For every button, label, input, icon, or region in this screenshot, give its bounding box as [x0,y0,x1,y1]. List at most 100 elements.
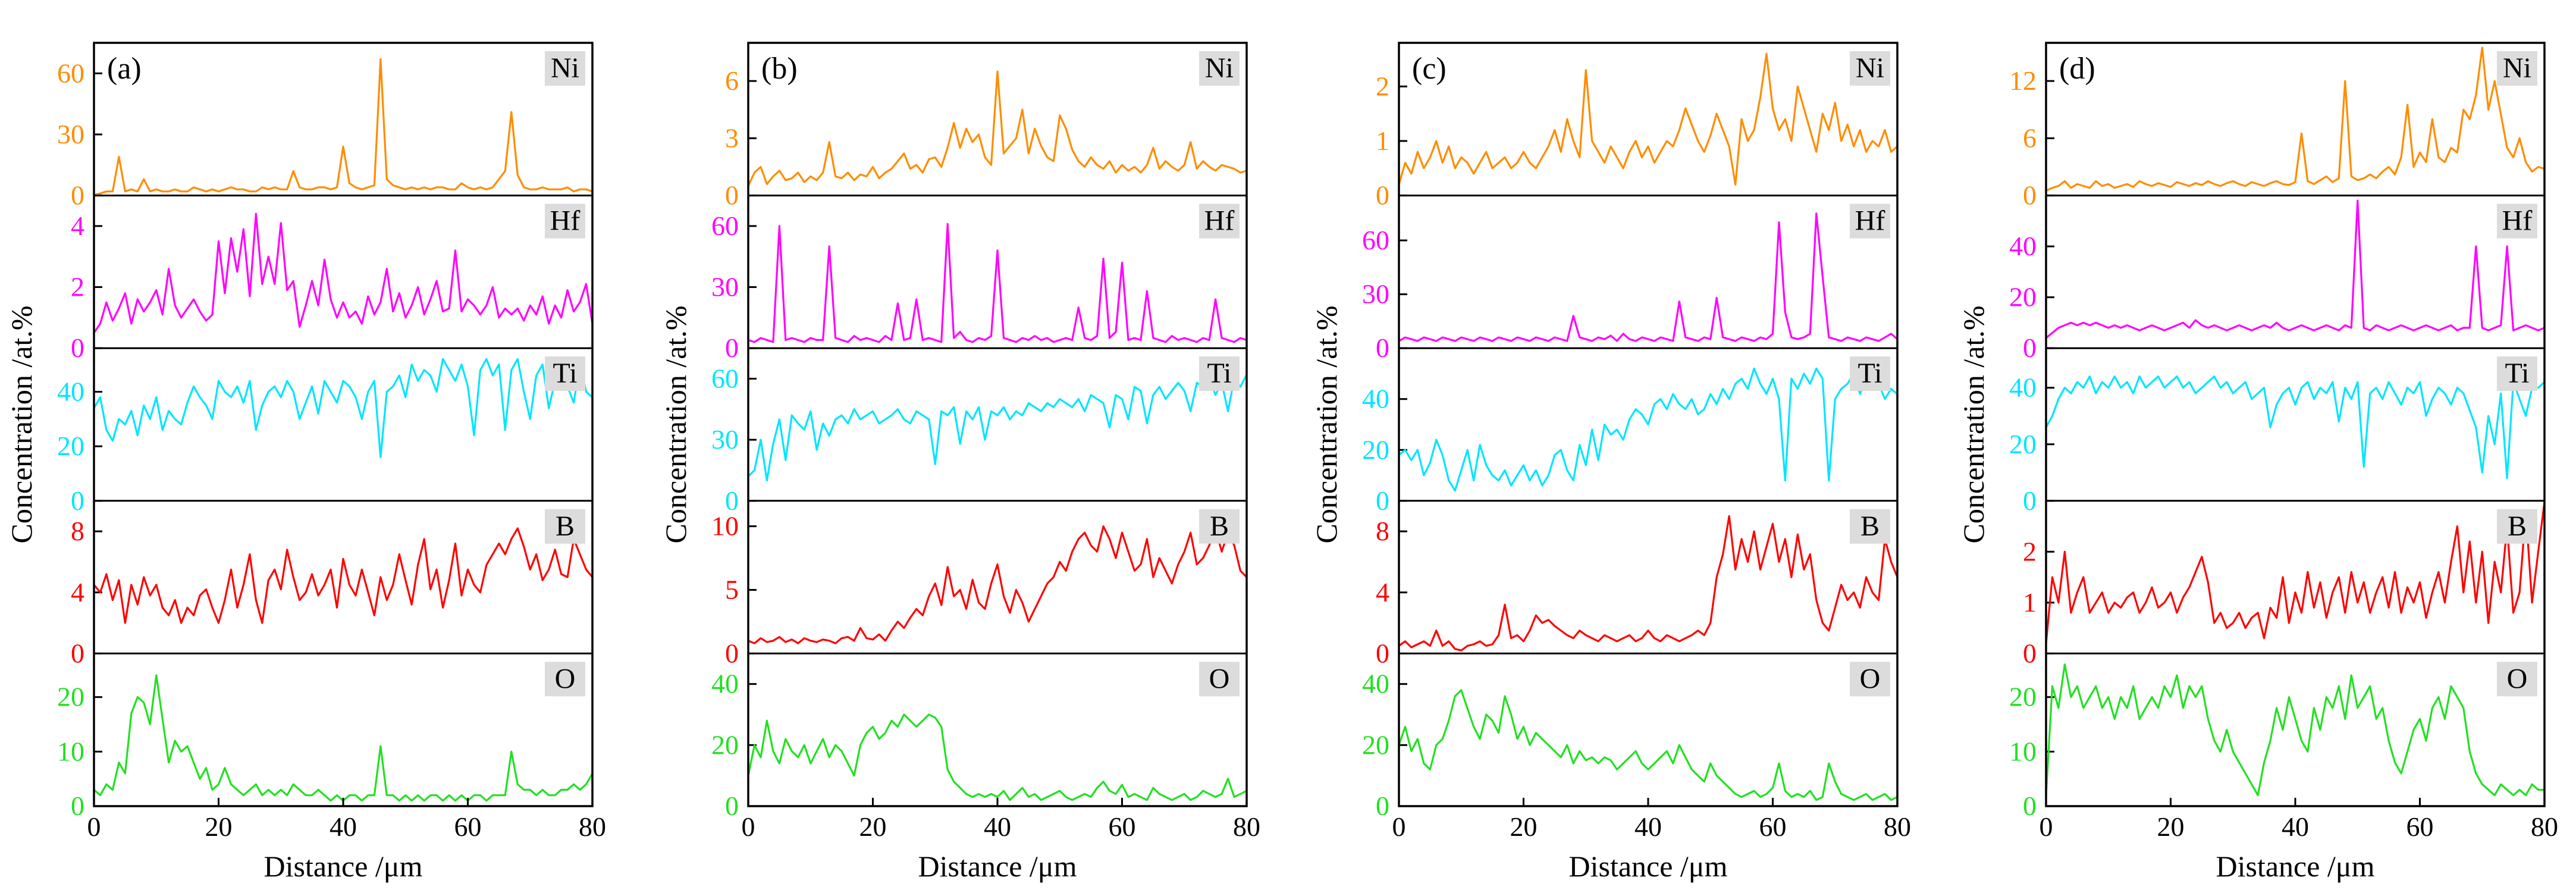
x-tick-label: 20 [1510,811,1538,842]
row-ti: 0 20 40 Ti [1362,356,1899,516]
panel-label: (d) [2059,52,2095,86]
element-label-box [2497,356,2537,391]
y-tick-label: 0 [725,485,739,516]
x-tick-label: 40 [2282,811,2309,842]
y-tick-label: 1 [1376,126,1389,156]
x-tick-label: 40 [1634,811,1662,842]
element-label-box [2497,509,2537,544]
series-line-hf [748,223,1247,343]
series-line-b [2045,502,2546,644]
y-tick-label: 0 [725,791,739,821]
y-tick-label: 0 [71,791,84,821]
y-tick-label: 10 [57,736,84,766]
element-label: Hf [1855,205,1885,237]
y-tick-label: 0 [2023,180,2037,211]
y-tick-label: 0 [71,180,84,211]
y-tick-label: 0 [725,638,739,668]
series-line-ni [93,58,593,196]
y-tick-label: 60 [1362,225,1389,255]
element-label-box [1850,203,1890,239]
x-axis-title: Distance /μm [1568,850,1727,883]
element-label-box [1850,509,1890,544]
element-label: Hf [1204,205,1235,237]
y-tick-label: 60 [57,58,84,88]
panel-b: 0 3 6 Ni 0 30 60 Hf 0 30 60 Ti 0 5 10 B 0 20 40 O 0 20 40 60 80 (… [659,42,1260,883]
series-line-ni [2045,46,2545,192]
row-ni: 0 30 60 Ni [57,51,593,211]
series-line-b [93,527,594,624]
series-line-o [2045,663,2544,797]
element-label: O [555,663,576,694]
x-tick-label: 20 [859,811,887,842]
element-label: O [1860,663,1881,694]
row-o: 0 20 40 O [1362,662,1898,821]
y-tick-label: 8 [1376,516,1389,546]
row-b: 0 5 10 B [711,509,1248,668]
element-label-box [1199,51,1240,86]
y-tick-label: 8 [71,516,84,546]
row-hf: 0 30 60 Hf [711,203,1247,363]
y-tick-label: 3 [725,123,739,153]
x-tick-label: 40 [330,811,357,842]
row-o: 0 10 20 O [2009,662,2544,821]
y-tick-label: 0 [71,485,84,516]
y-tick-label: 4 [1376,577,1389,607]
y-axis-title: Concentration /at.% [5,306,38,544]
element-label-box [1850,662,1890,697]
series-line-b [748,525,1248,644]
x-tick-label: 60 [1759,811,1787,842]
element-label: B [556,510,575,542]
x-tick-label: 80 [2531,811,2558,842]
y-tick-label: 0 [725,333,739,363]
y-tick-label: 20 [1362,729,1389,760]
series-line-b [1398,515,1899,651]
x-axis-title: Distance /μm [263,850,422,883]
row-ni: 0 3 6 Ni [725,51,1247,211]
series-line-o [93,674,594,802]
y-tick-label: 6 [725,65,739,96]
element-label-box [545,356,585,391]
x-tick-label: 0 [87,811,101,842]
element-label: Ti [553,358,578,389]
element-label: Ti [1207,358,1232,389]
row-ni: 0 1 2 Ni [1376,51,1899,211]
y-tick-label: 60 [711,211,739,241]
element-label-box [1199,356,1240,391]
element-label: Ni [1205,52,1234,84]
series-line-ti [1398,367,1899,492]
y-tick-label: 0 [71,333,84,363]
y-tick-label: 10 [711,511,739,541]
y-axis-title: Concentration /at.% [1957,306,1990,544]
series-line-hf [1398,212,1899,342]
series-line-o [1398,689,1898,801]
element-label: Ti [1858,358,1882,389]
panel-label: (b) [761,52,798,86]
row-ti: 0 20 40 Ti [2009,356,2546,516]
element-label-box [2497,662,2537,697]
element-label: Ni [1856,52,1884,84]
y-tick-label: 40 [2009,231,2037,261]
element-label: B [1860,510,1880,542]
y-tick-label: 0 [1376,791,1389,821]
y-tick-label: 40 [2009,372,2037,403]
element-label-box [2497,203,2537,239]
element-label: B [1210,510,1229,542]
y-tick-label: 40 [1362,669,1389,699]
y-tick-label: 2 [71,272,84,302]
y-axis-title: Concentration /at.% [659,306,692,544]
element-label-box [545,509,585,544]
y-tick-label: 0 [725,180,739,211]
panel-c: 0 1 2 Ni 0 30 60 Hf 0 20 40 Ti 0 4 8 B 0 20 40 O 0 20 40 60 80 (c… [1310,42,1911,883]
panel-label: (c) [1412,52,1447,86]
y-tick-label: 0 [2023,638,2037,668]
y-tick-label: 2 [2023,536,2037,566]
row-o: 0 20 40 O [711,662,1247,821]
row-hf: 0 30 60 Hf [1362,203,1899,363]
y-tick-label: 4 [71,211,84,241]
series-line-ti [747,374,1248,482]
element-label-box [545,203,585,239]
x-tick-label: 60 [454,811,482,842]
